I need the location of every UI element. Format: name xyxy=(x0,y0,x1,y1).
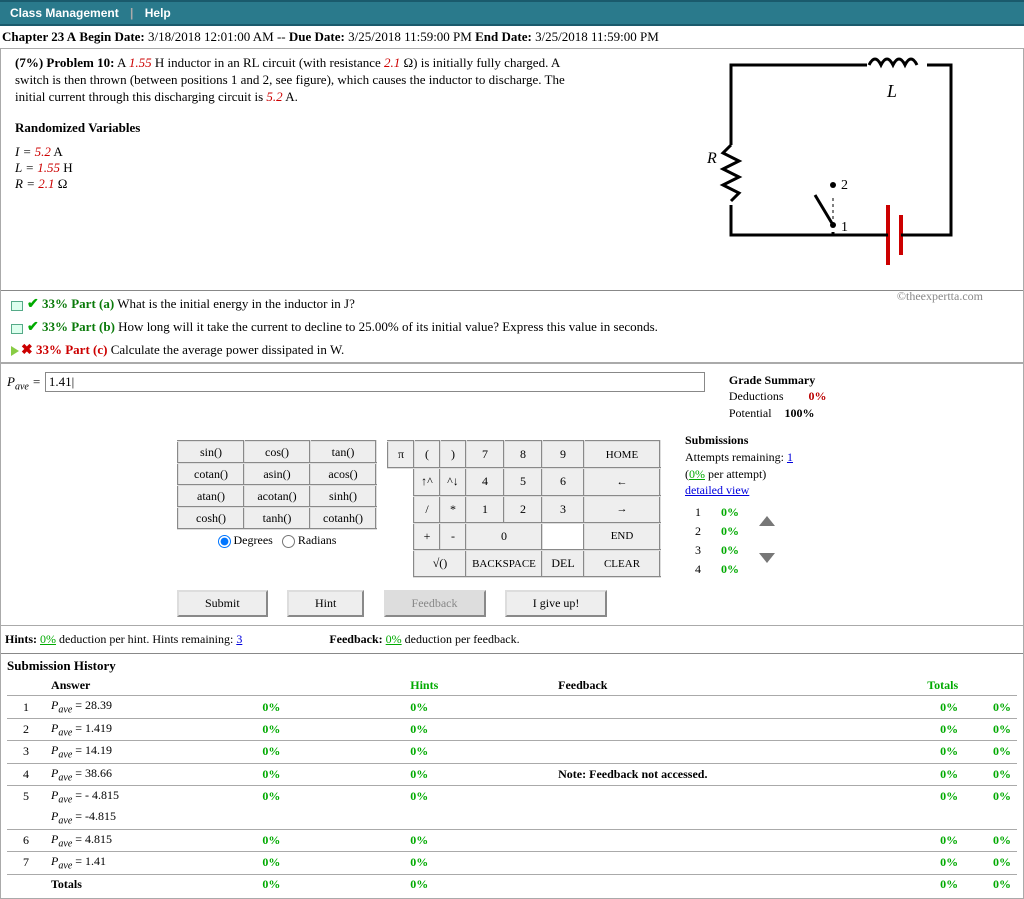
history-row: 2Pave = 1.4190%0%0%0% xyxy=(7,718,1017,740)
function-keypad: sin()cos()tan() cotan()asin()acos() atan… xyxy=(177,440,377,578)
history-row: 3Pave = 14.190%0%0%0% xyxy=(7,741,1017,763)
key-9[interactable]: 9 xyxy=(542,441,584,468)
nav-help[interactable]: Help xyxy=(145,6,171,20)
func-atan[interactable]: atan() xyxy=(178,485,244,507)
func-sinh[interactable]: sinh() xyxy=(310,485,376,507)
func-sin[interactable]: sin() xyxy=(178,441,244,463)
nav-divider: | xyxy=(130,6,133,20)
key-pi[interactable]: π xyxy=(388,441,414,468)
key-end[interactable]: END xyxy=(584,523,660,550)
key-4[interactable]: 4 xyxy=(466,468,504,495)
numeric-keypad: π ( ) 7 8 9 HOME ↑^ ^↓ 4 5 6 xyxy=(387,440,661,578)
hints-feedback-info: Hints: 0% deduction per hint. Hints rema… xyxy=(1,626,1023,653)
check-icon: ✔ xyxy=(27,320,39,335)
hint-button[interactable]: Hint xyxy=(287,590,364,617)
key-lparen[interactable]: ( xyxy=(414,441,440,468)
grade-summary: Grade Summary Deductions 0% Potential 10… xyxy=(729,372,827,422)
answer-input[interactable] xyxy=(45,372,705,392)
giveup-button[interactable]: I give up! xyxy=(505,590,608,617)
key-rparen[interactable]: ) xyxy=(440,441,466,468)
detailed-view-link[interactable]: detailed view xyxy=(685,483,749,497)
func-acos[interactable]: acos() xyxy=(310,463,376,485)
key-0[interactable]: 0 xyxy=(466,523,542,550)
mode-degrees[interactable]: Degrees xyxy=(218,533,273,547)
key-up[interactable]: ↑^ xyxy=(414,468,440,495)
per-attempt-link[interactable]: 0% xyxy=(689,467,705,481)
x-icon: ✖ xyxy=(21,343,33,358)
func-tanh[interactable]: tanh() xyxy=(244,507,310,529)
key-5[interactable]: 5 xyxy=(504,468,542,495)
arrow-down-icon[interactable] xyxy=(759,553,775,563)
func-cosh[interactable]: cosh() xyxy=(178,507,244,529)
mode-radians[interactable]: Radians xyxy=(282,533,337,547)
check-icon: ✔ xyxy=(27,297,39,312)
svg-text:1: 1 xyxy=(841,220,848,235)
history-row: 5Pave = - 4.8150%0%0%0% xyxy=(7,786,1017,808)
history-row: 7Pave = 1.410%0%0%0% xyxy=(7,852,1017,874)
copyright-text: ©theexpertta.com xyxy=(897,289,983,304)
play-icon xyxy=(11,346,19,356)
submit-button[interactable]: Submit xyxy=(177,590,268,617)
attempts-remaining-link[interactable]: 1 xyxy=(787,450,793,464)
part-b[interactable]: ✔ 33% Part (b) How long will it take the… xyxy=(1,316,1023,339)
key-del[interactable]: DEL xyxy=(542,550,584,577)
answer-lhs: Pave = xyxy=(7,374,41,389)
key-minus[interactable]: - xyxy=(440,523,466,550)
submission-history: Submission History Answer Hints Feedback… xyxy=(1,653,1023,897)
key-8[interactable]: 8 xyxy=(504,441,542,468)
func-acotan[interactable]: acotan() xyxy=(244,485,310,507)
status-icon xyxy=(11,322,25,334)
key-left[interactable]: ← xyxy=(584,468,660,495)
svg-text:R: R xyxy=(706,150,717,167)
func-tan[interactable]: tan() xyxy=(310,441,376,463)
history-row: 4Pave = 38.660%0%Note: Feedback not acce… xyxy=(7,763,1017,785)
arrow-up-icon[interactable] xyxy=(759,516,775,526)
key-7[interactable]: 7 xyxy=(466,441,504,468)
func-cos[interactable]: cos() xyxy=(244,441,310,463)
key-home[interactable]: HOME xyxy=(584,441,660,468)
key-2[interactable]: 2 xyxy=(504,496,542,523)
key-6[interactable]: 6 xyxy=(542,468,584,495)
chapter-header: Chapter 23 A Begin Date: 3/18/2018 12:01… xyxy=(0,26,1024,48)
nav-class-mgmt[interactable]: Class Management xyxy=(10,6,119,20)
submissions-box: Submissions Attempts remaining: 1 (0% pe… xyxy=(685,432,793,578)
key-right[interactable]: → xyxy=(584,496,660,523)
svg-text:L: L xyxy=(886,81,897,101)
key-1[interactable]: 1 xyxy=(466,496,504,523)
key-div[interactable]: / xyxy=(414,496,440,523)
history-row: 6Pave = 4.8150%0%0%0% xyxy=(7,829,1017,851)
key-sqrt[interactable]: √() xyxy=(414,550,466,577)
top-nav: Class Management | Help xyxy=(0,0,1024,26)
circuit-diagram: 2 1 R L xyxy=(703,55,983,285)
func-asin[interactable]: asin() xyxy=(244,463,310,485)
func-cotan[interactable]: cotan() xyxy=(178,463,244,485)
key-plus[interactable]: + xyxy=(414,523,440,550)
part-a[interactable]: ✔ 33% Part (a) What is the initial energ… xyxy=(1,293,1023,316)
key-3[interactable]: 3 xyxy=(542,496,584,523)
key-down[interactable]: ^↓ xyxy=(440,468,466,495)
problem-statement: (7%) Problem 10: A 1.55 H inductor in an… xyxy=(1,49,1023,288)
part-c[interactable]: ✖ 33% Part (c) Calculate the average pow… xyxy=(1,339,1023,363)
feedback-button[interactable]: Feedback xyxy=(384,590,486,617)
key-clear[interactable]: CLEAR xyxy=(584,550,660,577)
history-row: 1Pave = 28.390%0%0%0% xyxy=(7,696,1017,718)
status-icon xyxy=(11,299,25,311)
svg-text:2: 2 xyxy=(841,178,848,193)
key-backspace[interactable]: BACKSPACE xyxy=(466,550,542,577)
key-mul[interactable]: * xyxy=(440,496,466,523)
func-cotanh[interactable]: cotanh() xyxy=(310,507,376,529)
